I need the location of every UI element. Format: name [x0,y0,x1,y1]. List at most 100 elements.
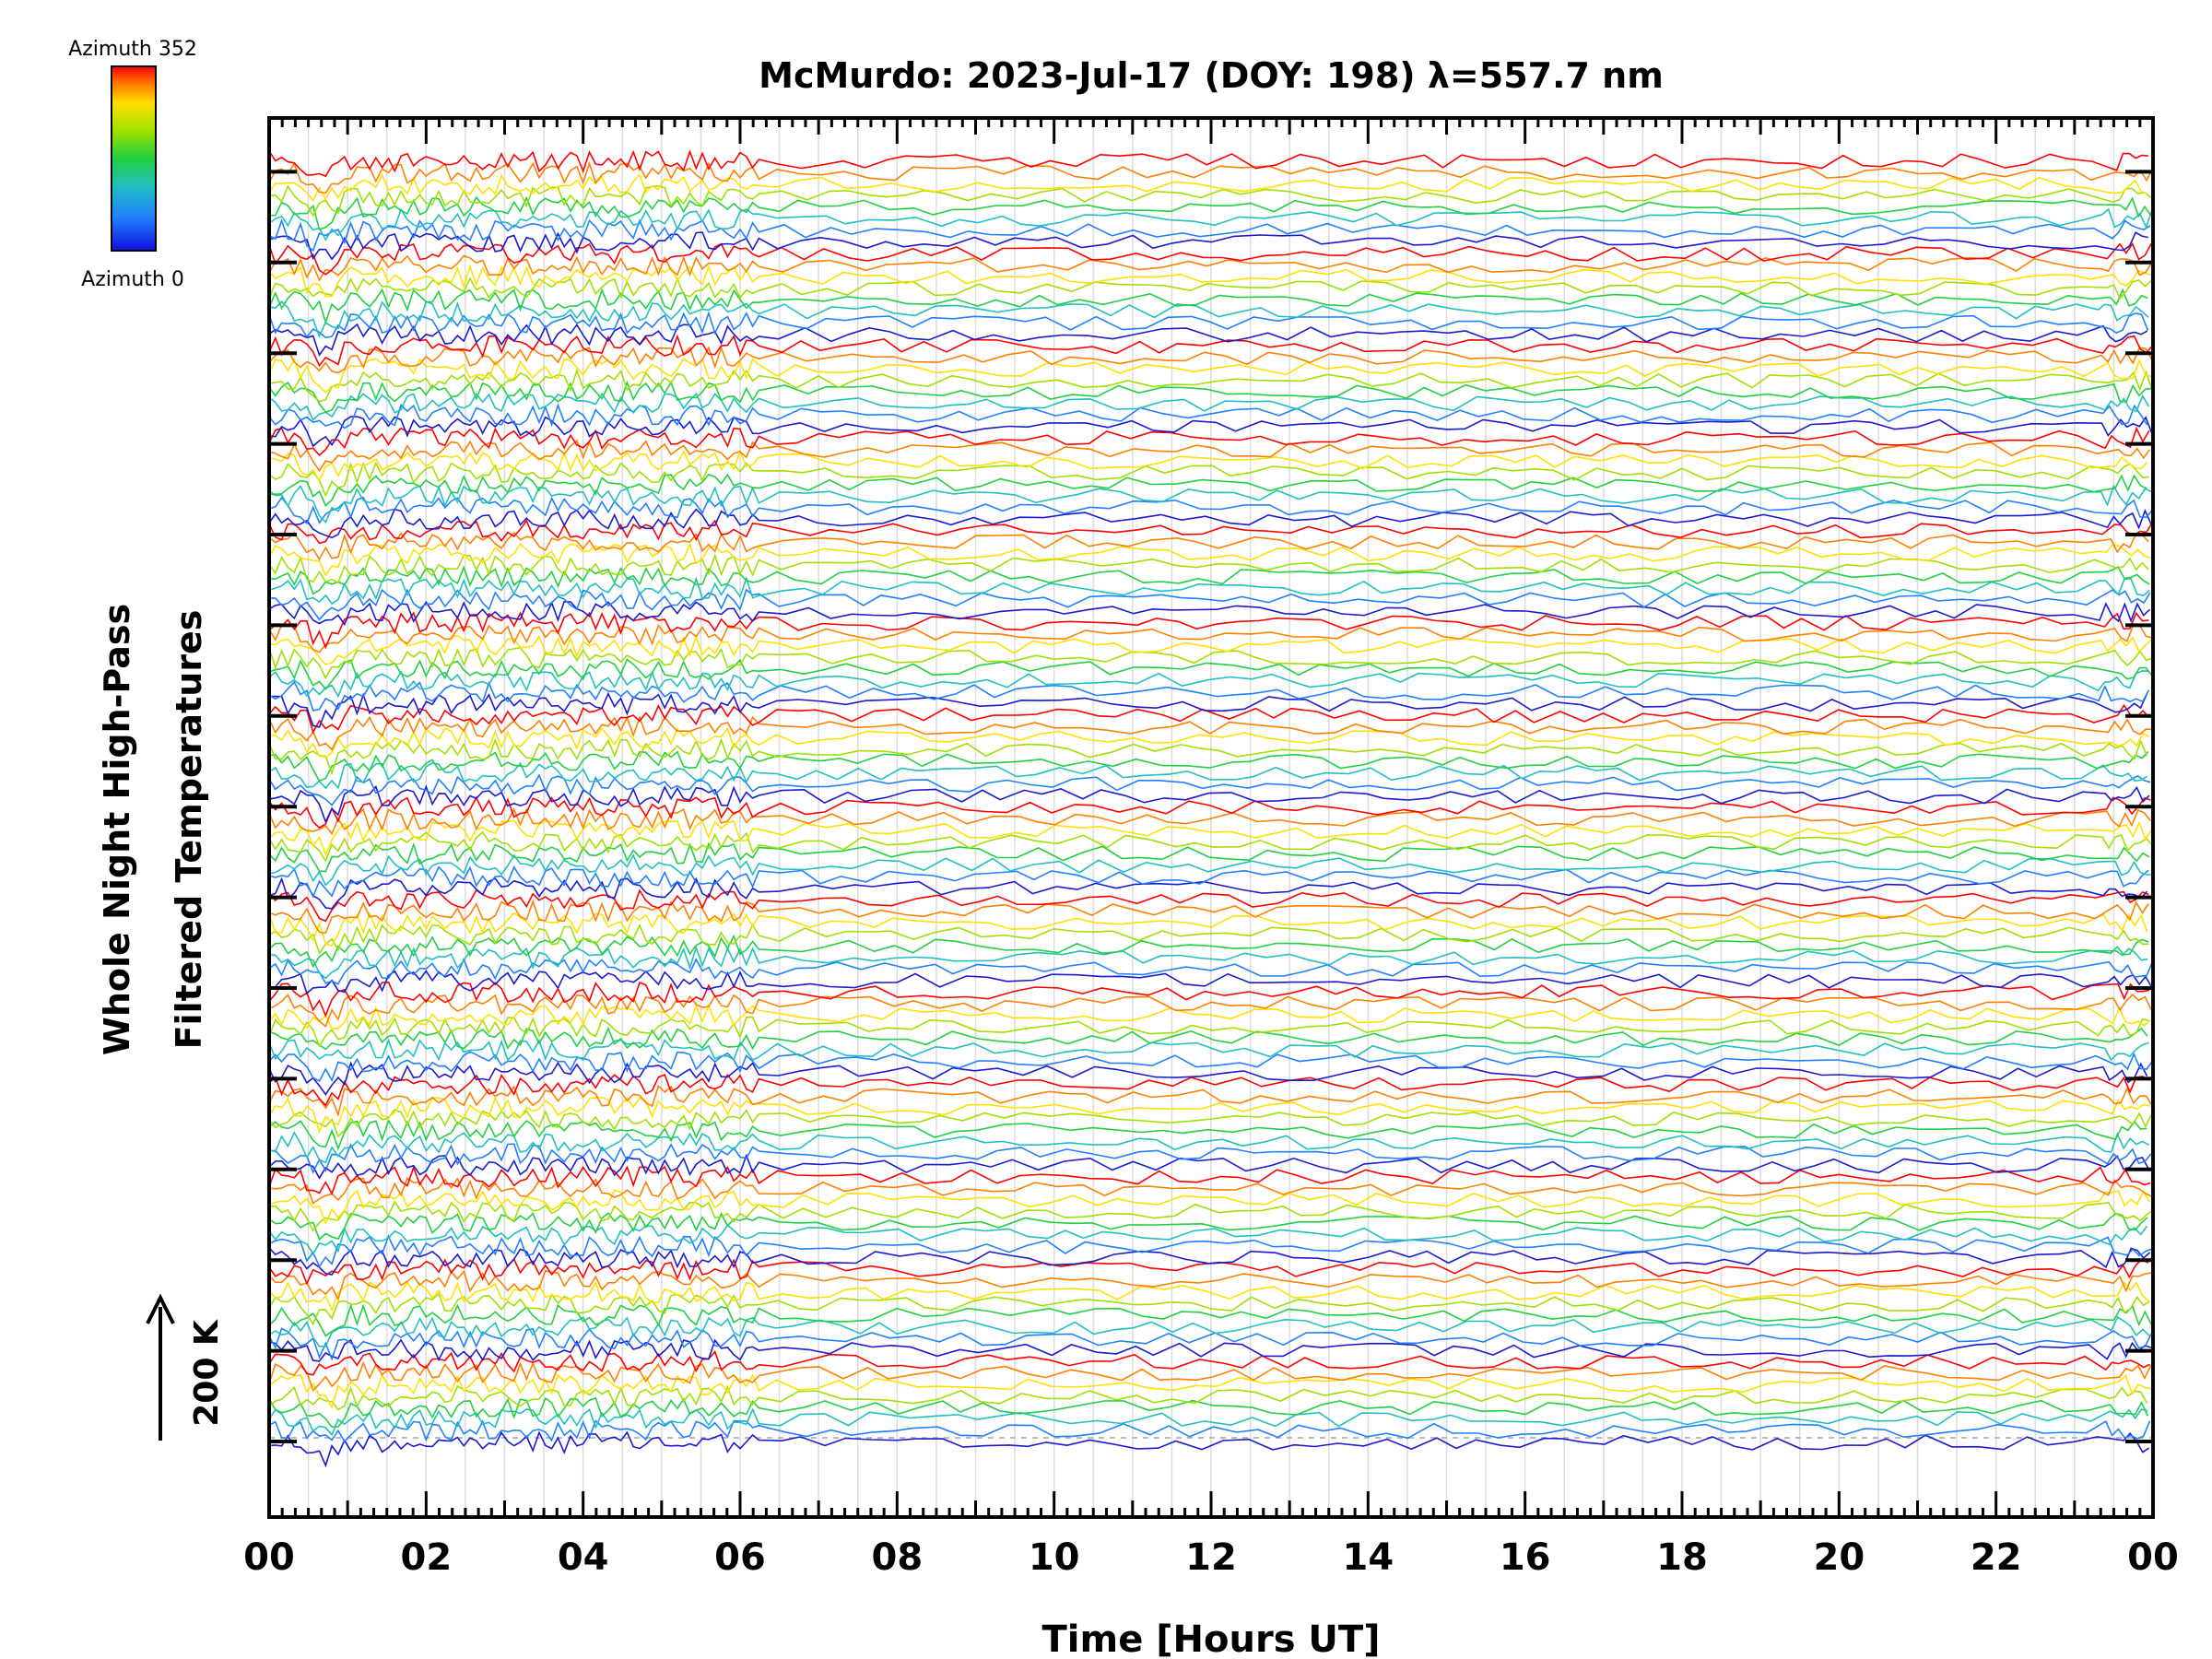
trace-line [269,714,2153,751]
trace-line [269,1211,2148,1241]
trace-line [269,1372,2151,1410]
scale-bar-arrow-head [146,1293,175,1324]
y-axis-ticks [269,170,2153,1443]
trace-line [269,1315,2150,1347]
trace-line [269,726,2150,759]
y-axis-label-line1: Whole Night High-Pass [97,604,137,1055]
trace-line [269,149,2148,178]
trace-line [269,484,2152,524]
trace-line [269,1234,2153,1268]
trace-line [269,611,2149,650]
x-tick-label: 10 [1029,1536,1080,1579]
trace-line [269,1003,2151,1030]
trace-line [269,1189,2150,1226]
trace-line [269,531,2149,561]
trace-line [269,957,2153,985]
colorbar: Azimuth 352 Azimuth 0 [68,38,197,291]
trace-line [269,542,2151,577]
trace-line [269,392,2150,422]
trace-line [269,1327,2152,1361]
x-tick-label: 20 [1813,1536,1865,1579]
x-tick-label: 22 [1971,1536,2022,1579]
trace-line [269,1165,2151,1196]
trace-line [269,184,2151,218]
trace-line [269,565,2150,595]
trace-line [269,647,2153,680]
trace-line [269,1419,2151,1443]
trace-line [269,819,2153,857]
trace-line [269,634,2152,665]
trace-line [269,680,2150,712]
trace-line [269,1200,2153,1232]
x-tick-label: 06 [714,1536,766,1579]
trace-line [269,1153,2149,1180]
x-tick-label: 08 [871,1536,923,1579]
x-axis-ticks [267,118,2155,1517]
trace-line [269,623,2153,653]
trace-line [269,311,2149,339]
trace-line [269,1026,2148,1051]
trace-line [269,553,2149,583]
trace-line [269,1257,2149,1286]
trace-line [269,993,2152,1028]
x-axis-label: Time [Hours UT] [1042,1618,1381,1659]
trace-line [269,1292,2150,1326]
trace-line [269,1280,2150,1312]
trace-line [269,1350,2150,1376]
x-tick-label: 16 [1500,1536,1551,1579]
trace-line [269,276,2152,300]
trace-line [269,160,2153,194]
trace-line [269,254,2153,282]
trace-line [269,380,2152,414]
trace-line [269,934,2149,969]
x-tick-label: 00 [243,1536,295,1579]
trace-line [269,1095,2150,1135]
trace-line [269,1430,2150,1468]
trace-line [269,1396,2149,1429]
trace-line [269,853,2153,887]
trace-line [269,241,2152,276]
colorbar-bottom-label: Azimuth 0 [81,268,184,291]
trace-line [269,1338,2152,1362]
trace-line [269,449,2148,483]
trace-line [269,1269,2152,1301]
trace-line [269,600,2151,627]
trace-line [269,403,2148,429]
trace-line [269,334,2153,368]
trace-line [269,519,2153,545]
trace-line [269,1073,2149,1107]
x-tick-label: 00 [2127,1536,2179,1579]
trace-line [269,323,2148,357]
trace-line [269,439,2151,473]
trace-line [269,911,2148,947]
trace-line [269,1084,2153,1118]
x-tick-label: 04 [558,1536,609,1579]
trace-line [269,1247,2151,1276]
colorbar-top-label: Azimuth 352 [68,38,197,61]
trace-line [269,1302,2152,1337]
trace-line [269,231,2148,261]
trace-line [269,1176,2153,1205]
trace-line [269,1061,2148,1096]
trace-line [269,288,2148,325]
trace-line [269,773,2151,806]
x-tick-label: 18 [1656,1536,1708,1579]
trace-line [269,703,2150,735]
trace-line [269,658,2153,690]
trace-line [269,1384,2148,1411]
trace-line [269,1038,2149,1062]
trace-line [269,981,2150,1018]
trace-line [269,737,2148,776]
trace-line [269,761,2148,790]
chart-title: McMurdo: 2023-Jul-17 (DOY: 198) λ=557.7 … [759,55,1664,96]
trace-line [269,807,2151,836]
trace-line [269,1051,2153,1083]
trace-line [269,750,2149,782]
trace-line [269,218,2151,252]
trace-line [269,368,2153,403]
trace-line [269,576,2150,606]
trace-line [269,830,2153,863]
colorbar-gradient [111,65,157,252]
trace-line [269,923,2149,955]
